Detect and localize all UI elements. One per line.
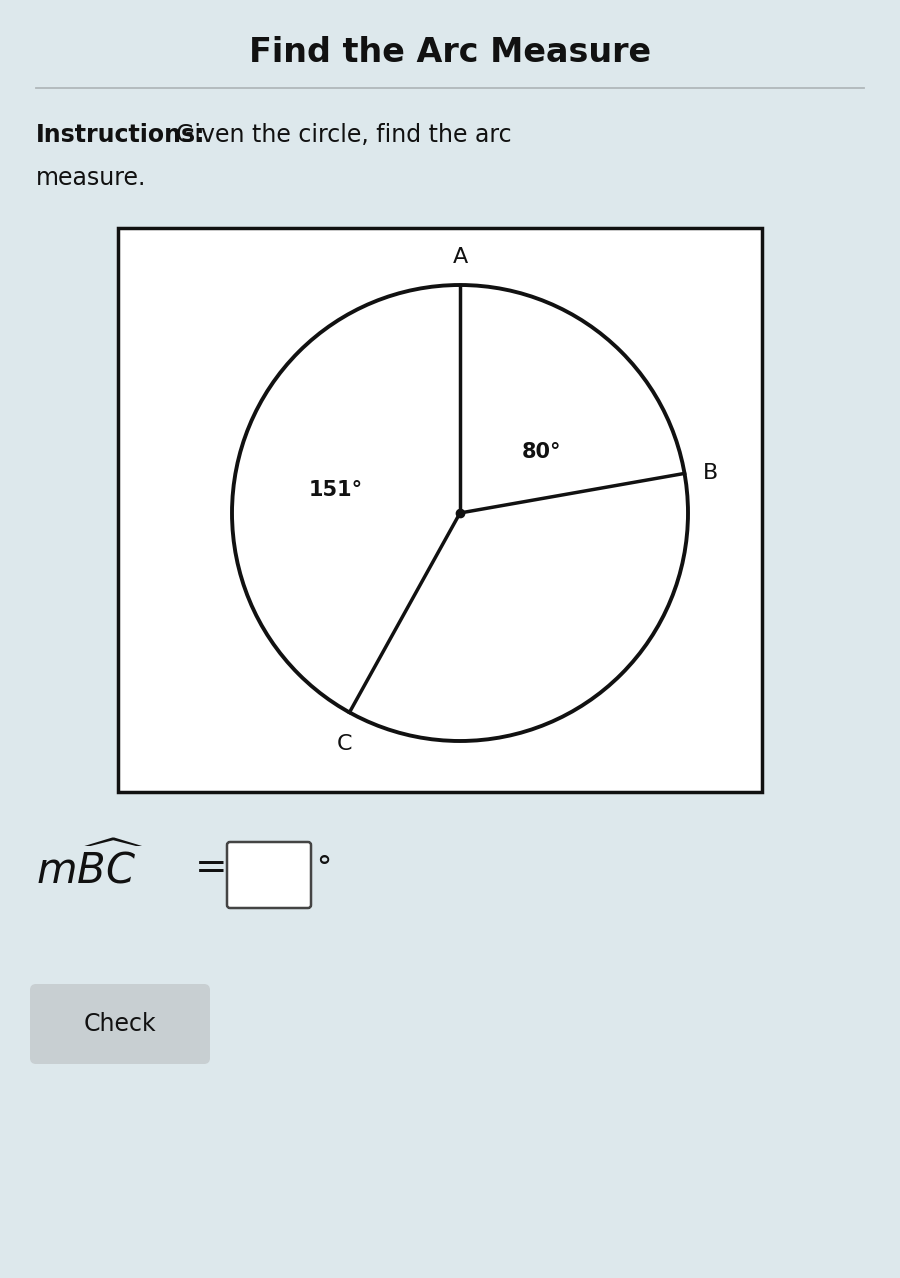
FancyBboxPatch shape xyxy=(30,984,210,1065)
Text: Instructions:: Instructions: xyxy=(36,123,205,147)
Text: $m\widehat{BC}$: $m\widehat{BC}$ xyxy=(36,843,144,893)
Text: =: = xyxy=(195,849,228,887)
Text: °: ° xyxy=(316,854,331,883)
Text: B: B xyxy=(703,464,718,483)
FancyBboxPatch shape xyxy=(118,227,762,792)
Text: Check: Check xyxy=(84,1012,157,1036)
Text: Given the circle, find the arc: Given the circle, find the arc xyxy=(176,123,511,147)
Text: 80°: 80° xyxy=(521,442,561,461)
FancyBboxPatch shape xyxy=(227,842,311,907)
Text: Find the Arc Measure: Find the Arc Measure xyxy=(249,36,651,69)
Text: A: A xyxy=(453,247,468,267)
Text: measure.: measure. xyxy=(36,166,147,190)
Text: C: C xyxy=(337,735,352,754)
Text: 151°: 151° xyxy=(309,481,363,501)
